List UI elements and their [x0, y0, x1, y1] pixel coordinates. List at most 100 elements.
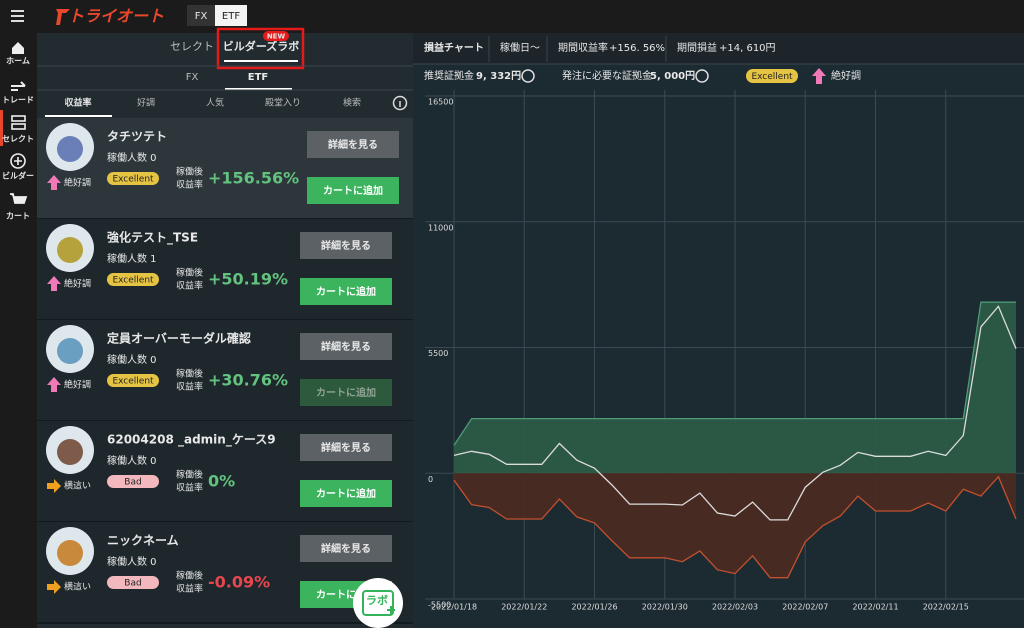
add-cart-button[interactable]	[300, 278, 392, 305]
return-value: +50.19%	[208, 270, 288, 289]
chart-tab[interactable]: 損益チャート	[424, 41, 484, 54]
logo[interactable]: トライオート	[68, 7, 164, 26]
nav-label[interactable]: ホーム	[6, 57, 30, 66]
avatar-figure	[57, 540, 83, 566]
avatar-figure	[57, 439, 83, 465]
detail-button[interactable]	[300, 535, 392, 562]
detail-button[interactable]	[300, 333, 392, 360]
add-cart-button-label: カートに追加	[316, 386, 376, 399]
user-count: 稼働人数 0	[107, 151, 157, 164]
add-cart-button[interactable]	[300, 480, 392, 507]
chart-tab[interactable]: 稼働日〜	[500, 41, 540, 54]
return-label: 収益率	[176, 583, 203, 595]
trend-icon	[47, 276, 61, 291]
return-label: 稼働後	[176, 267, 203, 279]
trend-label: 横這い	[64, 581, 91, 593]
select-icon	[11, 123, 26, 130]
stat-value: +14, 610円	[719, 43, 776, 54]
x-tick-label: 2022/02/07	[782, 603, 828, 612]
select-icon	[11, 115, 26, 122]
detail-button-label[interactable]: 詳細を見る	[321, 340, 371, 353]
return-label: 稼働後	[176, 570, 203, 582]
builder-name: 強化テスト_TSE	[107, 230, 198, 246]
add-cart-button-label[interactable]: カートに追加	[323, 184, 383, 197]
nav-label[interactable]: トレード	[2, 96, 34, 105]
return-value: +156.56%	[208, 169, 299, 188]
nav-label[interactable]: ビルダー	[2, 171, 34, 181]
detail-button-label[interactable]: 詳細を見る	[328, 138, 378, 151]
sidebar	[0, 33, 37, 628]
rating-badge	[107, 172, 159, 185]
return-label: 稼働後	[176, 166, 203, 178]
detail-button[interactable]	[300, 232, 392, 259]
y-tick-label: 5500	[428, 349, 448, 358]
return-label: 収益率	[176, 179, 203, 191]
panel-tab-active[interactable]: ビルダーズラボ	[223, 39, 299, 53]
new-badge-label: NEW	[267, 33, 286, 41]
area-edge	[453, 475, 1017, 579]
info-icon[interactable]	[521, 69, 535, 83]
trend-label: 絶好調	[64, 177, 91, 189]
y-tick-label: -5500	[428, 601, 451, 610]
rating-label: Bad	[124, 478, 141, 488]
builder-name: タチツテト	[107, 130, 167, 144]
stat-value: +156. 56%	[609, 43, 665, 54]
return-label: 収益率	[176, 381, 203, 393]
user-count: 稼働人数 0	[107, 353, 157, 366]
highlight-box	[216, 27, 305, 70]
rating-label: Excellent	[751, 72, 793, 82]
add-cart-button-label[interactable]: カートに追加	[316, 487, 376, 500]
trend-icon	[47, 479, 61, 493]
x-tick-label: 2022/01/30	[642, 603, 688, 612]
detail-button-label[interactable]: 詳細を見る	[321, 542, 371, 555]
market-tab[interactable]	[187, 5, 215, 26]
sort-tab-active[interactable]: 収益率	[64, 97, 91, 109]
menu-button[interactable]	[11, 10, 24, 22]
stat-label: 発注に必要な証拠金	[562, 69, 652, 82]
builder-icon	[10, 153, 26, 169]
sort-tab[interactable]: 検索	[343, 97, 361, 109]
panel-tab[interactable]: セレクト	[170, 40, 214, 53]
detail-button-label[interactable]: 詳細を見る	[321, 239, 371, 252]
stat-label: 期間損益	[677, 41, 717, 54]
add-cart-button-label[interactable]: カートに追加	[316, 285, 376, 298]
avatar-figure	[57, 136, 83, 162]
sort-tab[interactable]: 人気	[206, 97, 224, 109]
lab-icon	[362, 590, 394, 616]
add-cart-button	[300, 379, 392, 406]
rating-label: Bad	[124, 579, 141, 589]
sort-tab[interactable]: 殿堂入り	[265, 97, 301, 109]
trend-icon	[47, 377, 61, 392]
trend-icon	[812, 68, 826, 84]
y-tick-label: 0	[428, 475, 433, 484]
market-filter[interactable]: FX	[186, 72, 199, 83]
user-count: 稼働人数 0	[107, 454, 157, 467]
stat-label: 期間収益率	[558, 41, 608, 54]
trend-label: 絶好調	[831, 69, 861, 82]
logo-icon	[56, 9, 70, 25]
market-tab-label[interactable]: ETF	[222, 11, 240, 22]
y-tick-label: 16500	[428, 98, 453, 107]
market-tab-active[interactable]	[215, 5, 247, 26]
market-tab-label[interactable]: FX	[195, 11, 208, 22]
sort-tab[interactable]: 好調	[137, 97, 155, 109]
area-edge	[453, 301, 1016, 446]
area	[454, 473, 1016, 578]
nav-indicator	[0, 110, 3, 146]
detail-button[interactable]	[300, 434, 392, 461]
stat-value: 5, 000円	[650, 70, 695, 82]
trade-icon	[11, 81, 26, 91]
detail-button-label[interactable]: 詳細を見る	[321, 441, 371, 454]
detail-button[interactable]	[307, 131, 399, 158]
add-cart-button[interactable]	[307, 177, 399, 204]
nav-label[interactable]: セレクト	[2, 134, 34, 144]
market-filter-active[interactable]: ETF	[248, 72, 268, 83]
lab-button-label[interactable]: ラボ	[366, 593, 388, 607]
trend-label: 絶好調	[64, 379, 91, 391]
return-value: 0%	[208, 472, 235, 491]
info-icon[interactable]	[392, 95, 408, 111]
x-tick-label: 2022/02/03	[712, 603, 758, 612]
nav-label[interactable]: カート	[6, 212, 30, 221]
info-icon[interactable]	[695, 69, 709, 83]
